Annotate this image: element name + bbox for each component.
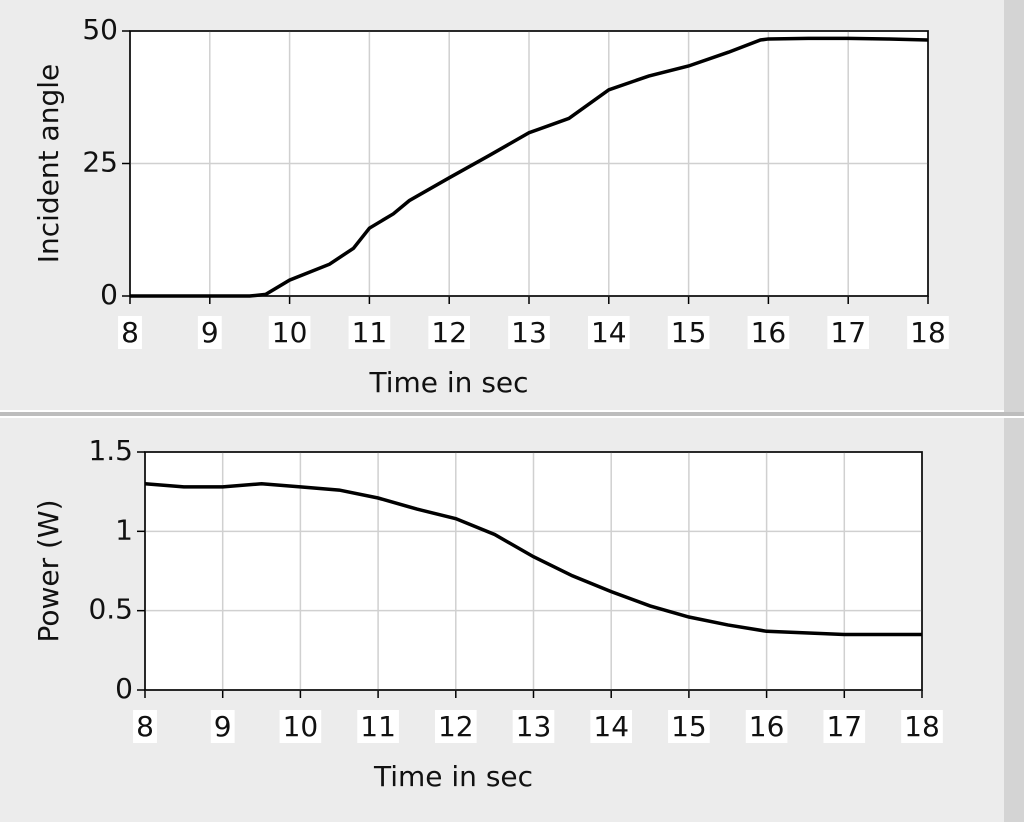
- tick-label-bg: [348, 316, 391, 349]
- x-tick-label: 12: [438, 710, 474, 743]
- y-axis-label: Power (W): [32, 499, 65, 642]
- x-tick-label: 8: [121, 316, 139, 349]
- tick-label-bg: [197, 316, 222, 349]
- x-tick-label: 18: [904, 710, 940, 743]
- plot-border: [144, 451, 923, 691]
- x-axis-label: Time in sec: [373, 760, 533, 793]
- tick-label-bg: [747, 316, 790, 349]
- y-tick-label: 1: [115, 513, 133, 546]
- data-line: [144, 481, 922, 637]
- x-tick-label: 15: [671, 710, 707, 743]
- tick-label-bg: [667, 316, 710, 349]
- tick-label-bg: [268, 316, 311, 349]
- x-tick-label: 10: [272, 316, 308, 349]
- plot-border: [129, 30, 929, 297]
- tick-label-bg: [118, 316, 142, 349]
- x-tick-label: 9: [214, 710, 232, 743]
- tick-label-bg: [907, 316, 949, 349]
- tick-label-bg: [587, 316, 630, 349]
- x-tick-label: 18: [910, 316, 946, 349]
- x-axis-label: Time in sec: [368, 366, 528, 399]
- y-tick-label: 0: [115, 672, 133, 705]
- x-tick-label: 14: [593, 710, 629, 743]
- y-tick-label: 50: [82, 13, 118, 46]
- y-tick-label: 1.5: [88, 434, 133, 467]
- x-tick-label: 15: [671, 316, 707, 349]
- x-tick-label: 12: [431, 316, 467, 349]
- panel-edge: [1004, 418, 1024, 822]
- y-tick-label: 25: [82, 146, 118, 179]
- tick-label-bg: [210, 710, 235, 743]
- tick-label-bg: [827, 316, 870, 349]
- tick-label-bg: [901, 710, 943, 743]
- x-tick-label: 11: [360, 710, 396, 743]
- x-tick-label: 17: [826, 710, 862, 743]
- tick-label-bg: [745, 710, 788, 743]
- x-tick-label: 13: [516, 710, 552, 743]
- tick-label-bg: [590, 710, 633, 743]
- x-tick-label: 14: [591, 316, 627, 349]
- tick-label-bg: [357, 710, 399, 743]
- x-tick-label: 16: [749, 710, 785, 743]
- x-tick-label: 16: [751, 316, 787, 349]
- tick-label-bg: [508, 316, 550, 349]
- x-tick-label: 17: [830, 316, 866, 349]
- data-line: [130, 36, 929, 298]
- tick-label-bg: [133, 710, 157, 743]
- y-tick-label: 0.5: [88, 593, 133, 626]
- panel-edge: [1004, 0, 1024, 412]
- x-tick-label: 11: [352, 316, 388, 349]
- tick-label-bg: [823, 710, 866, 743]
- y-tick-label: 0: [100, 278, 118, 311]
- x-tick-label: 13: [511, 316, 547, 349]
- y-axis-label: Incident angle: [32, 64, 65, 264]
- tick-label-bg: [434, 710, 477, 743]
- tick-label-bg: [512, 710, 555, 743]
- x-tick-label: 9: [201, 316, 219, 349]
- x-tick-label: 8: [136, 710, 154, 743]
- tick-label-bg: [428, 316, 471, 349]
- tick-label-bg: [668, 710, 710, 743]
- x-tick-label: 10: [283, 710, 319, 743]
- tick-label-bg: [279, 710, 322, 743]
